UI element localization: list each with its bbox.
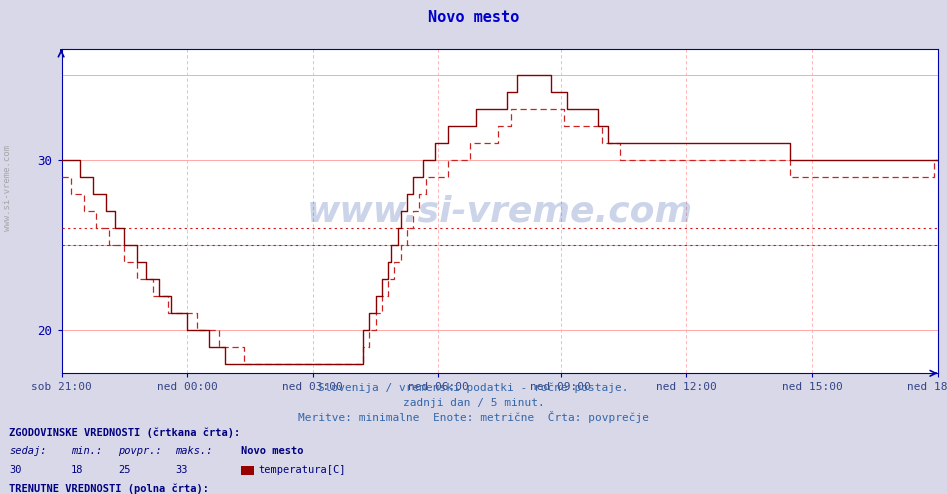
Text: www.si-vreme.com: www.si-vreme.com <box>3 145 12 231</box>
Text: 25: 25 <box>118 465 131 475</box>
Text: sedaj:: sedaj: <box>9 446 47 456</box>
Text: Slovenija / vremenski podatki - ročne postaje.: Slovenija / vremenski podatki - ročne po… <box>318 382 629 393</box>
Text: Novo mesto: Novo mesto <box>241 446 304 456</box>
Text: zadnji dan / 5 minut.: zadnji dan / 5 minut. <box>402 398 545 408</box>
Text: ZGODOVINSKE VREDNOSTI (črtkana črta):: ZGODOVINSKE VREDNOSTI (črtkana črta): <box>9 427 241 438</box>
Text: TRENUTNE VREDNOSTI (polna črta):: TRENUTNE VREDNOSTI (polna črta): <box>9 483 209 494</box>
Text: maks.:: maks.: <box>175 446 213 456</box>
Text: 18: 18 <box>71 465 83 475</box>
Text: www.si-vreme.com: www.si-vreme.com <box>307 194 692 228</box>
Text: povpr.:: povpr.: <box>118 446 162 456</box>
Text: 33: 33 <box>175 465 188 475</box>
Text: Meritve: minimalne  Enote: metrične  Črta: povprečje: Meritve: minimalne Enote: metrične Črta:… <box>298 412 649 423</box>
Text: min.:: min.: <box>71 446 102 456</box>
Text: 30: 30 <box>9 465 22 475</box>
Text: Novo mesto: Novo mesto <box>428 10 519 25</box>
Text: temperatura[C]: temperatura[C] <box>259 465 346 475</box>
